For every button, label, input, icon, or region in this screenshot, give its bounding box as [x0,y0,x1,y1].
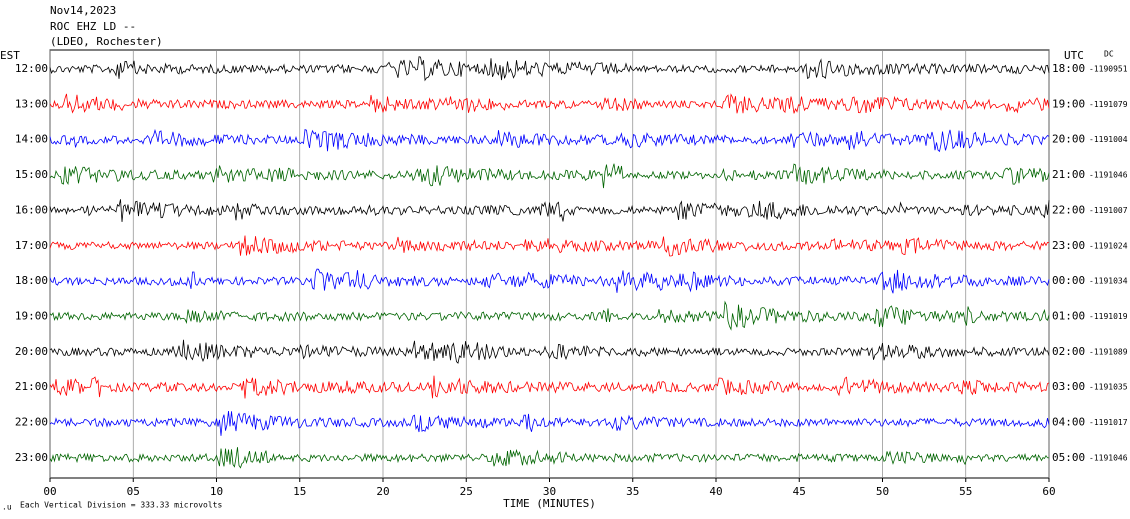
utc-label: 18:00 [1052,62,1085,75]
utc-label: 04:00 [1052,416,1085,429]
x-tick-label: 30 [543,485,556,498]
dc-label: -1191007 [1089,206,1128,215]
x-tick-label: 50 [876,485,889,498]
trace [49,199,1050,222]
trace [49,128,1050,153]
x-tick-label: 15 [293,485,306,498]
x-tick-label: 00 [43,485,56,498]
trace [49,268,1050,294]
icon: .u [2,503,12,512]
utc-label: 19:00 [1052,97,1085,110]
est-label: 12:00 [15,62,48,75]
dc-title: DC [1104,50,1114,59]
utc-label: 21:00 [1052,168,1085,181]
dc-label: -1190951 [1089,65,1128,74]
trace [49,375,1050,399]
est-label: 22:00 [15,416,48,429]
est-label: 15:00 [15,168,48,181]
dc-label: -1191079 [1089,100,1128,109]
dc-label: -1191089 [1089,347,1128,356]
est-label: 20:00 [15,345,48,358]
dc-label: -1191019 [1089,312,1128,321]
trace [49,300,1050,331]
dc-label: -1191034 [1089,277,1128,286]
x-tick-label: 55 [959,485,972,498]
utc-label: 20:00 [1052,133,1085,146]
right-axis-title: UTC [1064,49,1084,62]
trace [49,235,1050,257]
est-label: 17:00 [15,239,48,252]
x-tick-label: 45 [793,485,806,498]
dc-label: -1191024 [1089,241,1128,250]
trace [49,93,1050,114]
dc-label: -1191017 [1089,418,1128,427]
x-tick-label: 05 [127,485,140,498]
source: (LDEO, Rochester) [50,35,163,48]
dc-label: -1191004 [1089,135,1128,144]
x-tick-label: 10 [210,485,223,498]
station: ROC EHZ LD -- [50,20,136,33]
trace [49,410,1050,436]
trace [49,447,1050,469]
est-label: 16:00 [15,203,48,216]
est-label: 13:00 [15,97,48,110]
dc-label: -1191046 [1089,171,1128,180]
x-tick-label: 40 [709,485,722,498]
trace [49,163,1050,189]
dc-label: -1191046 [1089,453,1128,462]
x-tick-label: 60 [1042,485,1055,498]
utc-label: 02:00 [1052,345,1085,358]
est-label: 23:00 [15,451,48,464]
x-tick-label: 20 [376,485,389,498]
left-axis-title: EST [0,49,20,62]
x-tick-label: 35 [626,485,639,498]
utc-label: 05:00 [1052,451,1085,464]
utc-label: 00:00 [1052,274,1085,287]
est-label: 21:00 [15,380,48,393]
utc-label: 23:00 [1052,239,1085,252]
dc-label: -1191035 [1089,383,1128,392]
date: Nov14,2023 [50,4,116,17]
est-label: 14:00 [15,133,48,146]
est-label: 18:00 [15,274,48,287]
utc-label: 03:00 [1052,380,1085,393]
utc-label: 22:00 [1052,203,1085,216]
trace [49,56,1050,82]
utc-label: 01:00 [1052,309,1085,322]
x-axis-title: TIME (MINUTES) [503,497,596,510]
footer: Each Vertical Division = 333.33 microvol… [20,501,222,510]
trace [49,339,1050,364]
est-label: 19:00 [15,309,48,322]
x-tick-label: 25 [460,485,473,498]
